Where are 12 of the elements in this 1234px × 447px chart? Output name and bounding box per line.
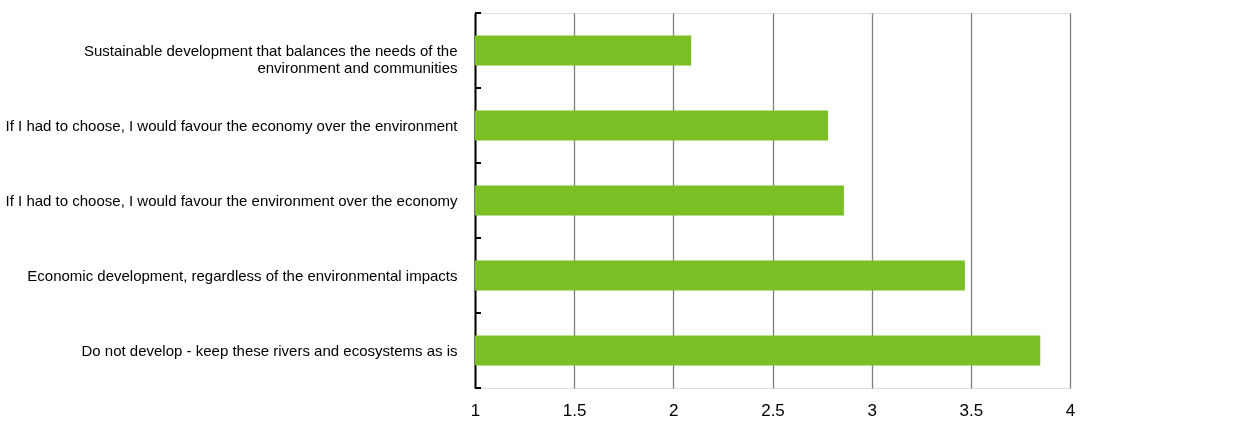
x-tick-label: 3.5 [959,400,984,420]
x-tick-label: 1.5 [562,400,587,420]
x-tick-label: 1 [470,400,481,420]
x-tick-label: 2 [669,400,679,420]
y-tick-label: If I had to choose, I would favour the economy over the environment [5,116,459,134]
y-tick-label: Economic development, regardless of the environmental impacts [27,266,458,284]
x-tick-label: 2.5 [761,400,785,420]
y-tick-label: If I had to choose, I would favour the environment over the economy [5,191,458,209]
x-tick-label: 4 [1065,400,1076,420]
y-tick-label: Do not develop - keep these rivers and ecosystems as is [81,341,458,359]
y-tick-label: Sustainable development that balances the needs of the environment and communities [83,41,458,76]
x-tick-label: 3 [867,400,877,420]
